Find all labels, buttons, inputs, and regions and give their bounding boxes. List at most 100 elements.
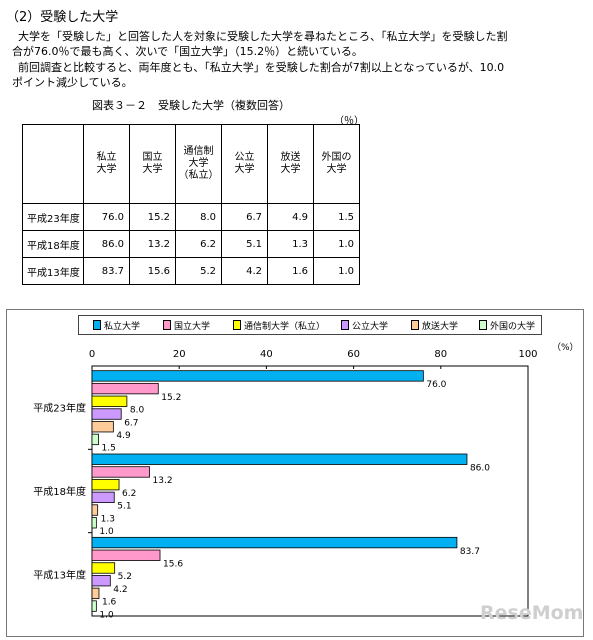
bar <box>91 433 99 446</box>
table-cell: 5.1 <box>221 230 268 258</box>
legend-item: 国立大学 <box>163 319 210 332</box>
bar <box>91 587 100 600</box>
data-label: 1.0 <box>99 610 114 620</box>
table-row: 平成13年度 83.7 15.6 5.2 4.2 1.6 1.0 <box>22 257 360 285</box>
data-label: 15.6 <box>163 560 183 570</box>
data-label: 13.2 <box>153 476 173 486</box>
bar <box>91 382 159 395</box>
legend-label: 国立大学 <box>174 322 211 332</box>
bar <box>91 466 150 478</box>
data-label: 1.3 <box>101 514 115 524</box>
legend-item: 外国の大学 <box>479 319 535 332</box>
table-cell: 1.3 <box>267 230 314 258</box>
bar <box>91 395 128 407</box>
data-label: 1.5 <box>102 444 116 454</box>
bar <box>91 504 99 516</box>
legend-swatch <box>479 320 487 330</box>
data-label: 6.7 <box>124 418 138 428</box>
table-header-cell: 放送 大学 <box>267 124 314 204</box>
legend-label: 公立大学 <box>352 322 389 332</box>
table-cell: 1.5 <box>313 203 360 231</box>
x-tick-label: 80 <box>434 349 447 360</box>
table-unit: （％） <box>334 116 364 127</box>
chart-legend: 私立大学 国立大学 通信制大学（私立） 公立大学 放送大学 外国の大学 <box>78 315 542 335</box>
table-cell: 15.6 <box>129 257 176 285</box>
data-label: 8.0 <box>130 406 145 416</box>
table-header-cell: 私立 大学 <box>83 124 130 204</box>
table-cell: 15.2 <box>129 203 176 231</box>
table-header-text: 放送 大学 <box>280 152 301 175</box>
legend-item: 私立大学 <box>93 319 140 332</box>
table-header-cell: 国立 大学 <box>129 124 176 204</box>
x-tick-label: 60 <box>347 349 360 360</box>
bar <box>91 408 122 420</box>
legend-swatch <box>233 320 241 330</box>
legend-swatch <box>341 320 349 330</box>
legend-label: 外国の大学 <box>490 322 536 332</box>
x-tick-label: 100 <box>518 349 537 360</box>
bar <box>91 421 114 433</box>
legend-label: 私立大学 <box>104 322 141 332</box>
bar <box>91 453 468 465</box>
category-label: 平成18年度 <box>33 485 86 498</box>
table-cell: 4.2 <box>221 257 268 285</box>
table-cell: 1.6 <box>267 257 314 285</box>
table-row: 平成18年度 86.0 13.2 6.2 5.1 1.3 1.0 <box>22 230 360 258</box>
plot-area <box>91 365 529 617</box>
category-label: 平成23年度 <box>33 402 86 415</box>
resemom-watermark: ReseMom <box>480 602 584 624</box>
legend-swatch <box>93 320 101 330</box>
data-table: 私立 大学 国立 大学 通信制 大学 （私立） 公立 大学 放送 大学 外国の … <box>22 124 360 285</box>
data-label: 83.7 <box>460 547 480 557</box>
bar <box>91 562 116 574</box>
category-label: 平成13年度 <box>33 568 86 581</box>
legend-label: 放送大学 <box>422 322 459 332</box>
data-label: 5.2 <box>118 572 132 582</box>
table-header-text: 通信制 大学 （私立） <box>178 146 219 181</box>
bar <box>91 575 111 587</box>
table-header-text: 国立 大学 <box>142 152 163 175</box>
table-row-label: 平成18年度 <box>22 230 84 258</box>
table-header-row: 私立 大学 国立 大学 通信制 大学 （私立） 公立 大学 放送 大学 外国の … <box>22 124 360 204</box>
data-label: 1.6 <box>102 598 117 608</box>
x-tick-label: 0 <box>89 349 95 360</box>
x-unit-label: （%） <box>552 342 579 353</box>
table-cell: 5.2 <box>175 257 222 285</box>
paragraph-line-1: 大学を「受験した」と回答した人を対象に受験した大学を尋ねたところ、「私立大学」を… <box>18 30 508 43</box>
section-title: （2）受験した大学 <box>6 10 119 25</box>
bar <box>91 478 120 491</box>
data-label: 4.2 <box>113 585 127 595</box>
data-label: 86.0 <box>470 464 490 474</box>
table-header-cell: 通信制 大学 （私立） <box>175 124 222 204</box>
bar <box>91 549 161 561</box>
table-cell: 6.2 <box>175 230 222 258</box>
bar <box>91 517 97 529</box>
data-label: 1.0 <box>99 527 114 537</box>
table-row-label: 平成13年度 <box>22 257 84 285</box>
paragraph-line-3: 前回調査と比較すると、両年度とも、「私立大学」を受験した割合が7割以上となってい… <box>18 61 505 74</box>
bar <box>91 536 458 549</box>
table-cell: 83.7 <box>83 257 130 285</box>
table-cell: 1.0 <box>313 257 360 285</box>
x-tick-label: 20 <box>173 349 186 360</box>
table-header-text: 私立 大学 <box>96 152 117 175</box>
table-header-text: 公立 大学 <box>234 152 255 175</box>
legend-item: 放送大学 <box>411 319 458 332</box>
paragraph-line-4: ポイント減少している。 <box>12 76 133 89</box>
legend-label: 通信制大学（私立） <box>244 322 326 332</box>
bar <box>91 370 424 382</box>
data-label: 4.9 <box>116 431 131 441</box>
table-cell: 4.9 <box>267 203 314 231</box>
legend-item: 公立大学 <box>341 319 388 332</box>
table-caption: 図表３－２ 受験した大学（複数回答） <box>92 99 290 112</box>
x-tick-label: 40 <box>260 349 273 360</box>
data-label: 76.0 <box>426 380 446 390</box>
data-label: 15.2 <box>161 393 181 403</box>
data-label: 6.2 <box>122 489 136 499</box>
bar <box>91 600 97 612</box>
legend-item: 通信制大学（私立） <box>233 319 325 332</box>
data-label: 5.1 <box>117 502 131 512</box>
bar <box>91 491 115 504</box>
legend-swatch <box>163 320 171 330</box>
